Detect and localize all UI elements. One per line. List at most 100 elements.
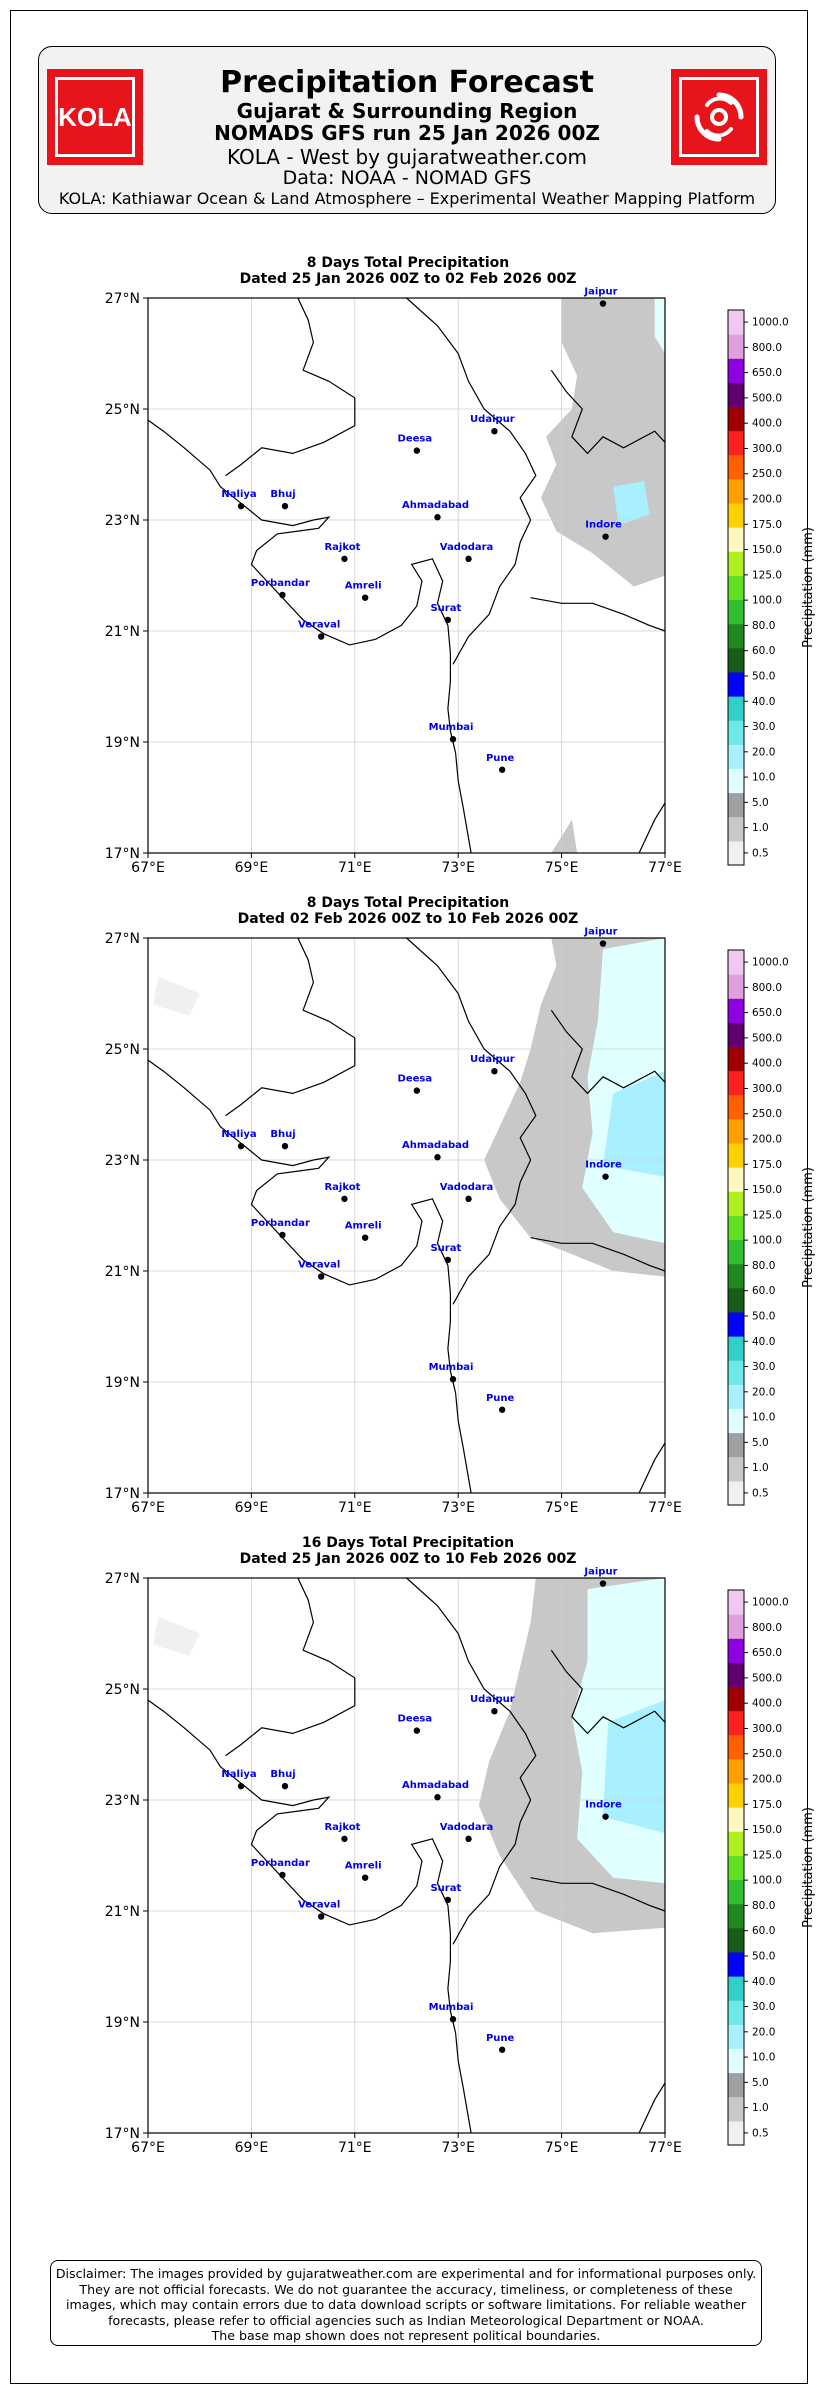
boundary-line xyxy=(550,1649,666,1735)
city-label: Amreli xyxy=(345,1221,382,1232)
colorbar-tick-label: 150.0 xyxy=(752,544,782,556)
precip-area xyxy=(551,819,578,853)
colorbar-tick-label: 100.0 xyxy=(752,1875,782,1887)
colorbar-tick-label: 100.0 xyxy=(752,595,782,607)
colorbar-segment xyxy=(728,1662,744,1688)
city-marker xyxy=(237,1142,245,1150)
kola-logo-text: KOLA xyxy=(58,101,132,132)
colorbar-tick-label: 0.5 xyxy=(752,2127,769,2139)
panel-title-line1: 8 Days Total Precipitation xyxy=(306,255,510,271)
city-label: Rajkot xyxy=(324,1182,360,1193)
colorbar-tick-label: 175.0 xyxy=(752,1159,782,1171)
colorbar-segment xyxy=(728,2048,744,2074)
city-label: Rajkot xyxy=(324,542,360,553)
city-marker xyxy=(317,1913,325,1920)
colorbar-segment xyxy=(728,1022,744,1048)
colorbar-segment xyxy=(728,768,744,794)
colorbar-tick-label: 50.0 xyxy=(752,1950,775,1962)
colorbar-tick-label: 200.0 xyxy=(752,494,782,506)
colorbar-segment xyxy=(728,1263,744,1289)
colorbar-tick-label: 800.0 xyxy=(752,1622,782,1634)
city-marker xyxy=(413,447,421,454)
colorbar-tick-label: 650.0 xyxy=(752,1007,782,1019)
city-label: Bhuj xyxy=(270,1769,295,1780)
city-marker xyxy=(599,300,607,307)
city-label: Jaipur xyxy=(583,927,617,938)
colorbar-tick-label: 125.0 xyxy=(752,1849,782,1861)
colorbar-tick-label: 80.0 xyxy=(752,620,775,632)
map-panel-1: 8 Days Total Precipitation Dated 25 Jan … xyxy=(0,255,820,875)
city-label: Bhuj xyxy=(270,1129,295,1140)
colorbar-tick-label: 250.0 xyxy=(752,1108,782,1120)
colorbar-segment xyxy=(728,840,744,866)
boundary-line xyxy=(147,1059,472,1494)
lon-tick-label: 73°E xyxy=(441,2140,475,2155)
colorbar-segment xyxy=(728,1143,744,1168)
map-frame xyxy=(147,1577,666,2134)
city-label: Mumbai xyxy=(429,722,474,733)
city-marker xyxy=(599,940,607,947)
city-marker xyxy=(491,1068,498,1075)
colorbar-tick-label: 200.0 xyxy=(752,1134,782,1146)
boundary-line xyxy=(550,369,666,455)
city-label: Porbandar xyxy=(251,1858,310,1869)
colorbar-tick-label: 400.0 xyxy=(752,418,782,430)
colorbar-tick-label: 300.0 xyxy=(752,1083,782,1095)
colorbar-segment xyxy=(728,1831,744,1856)
colorbar-segment xyxy=(728,406,744,432)
colorbar-tick-label: 40.0 xyxy=(752,1976,775,1988)
city-label: Surat xyxy=(430,1243,461,1254)
city-marker xyxy=(317,633,325,640)
precip-area xyxy=(153,1616,200,1656)
city-label: Mumbai xyxy=(429,2002,474,2013)
colorbar-tick-label: 650.0 xyxy=(752,1647,782,1659)
colorbar-tick-label: 800.0 xyxy=(752,982,782,994)
city-label: Surat xyxy=(430,1883,461,1894)
colorbar-tick-label: 500.0 xyxy=(752,1032,782,1044)
disclaimer-box: Disclaimer: The images provided by gujar… xyxy=(50,2260,762,2346)
boundary-line xyxy=(406,937,537,1305)
lat-tick-label: 23°N xyxy=(105,1793,140,1809)
city-marker xyxy=(498,766,506,773)
colorbar-tick-label: 10.0 xyxy=(752,772,775,784)
precip-area xyxy=(540,298,665,587)
city-marker xyxy=(465,1835,472,1843)
lon-tick-label: 67°E xyxy=(131,860,165,875)
colorbar-tick-label: 125.0 xyxy=(752,569,782,581)
colorbar-segment xyxy=(728,1094,744,1120)
colorbar-segment xyxy=(728,1456,744,1482)
disclaimer-line: forecasts, please refer to official agen… xyxy=(108,2312,704,2328)
colorbar-segment xyxy=(728,2072,744,2098)
colorbar-tick-label: 150.0 xyxy=(752,1824,782,1836)
platform-line: KOLA: Kathiawar Ocean & Land Atmosphere … xyxy=(58,189,756,208)
colorbar-segment xyxy=(728,527,744,552)
city-marker xyxy=(361,1874,369,1881)
lat-tick-label: 21°N xyxy=(105,1904,140,1920)
colorbar-segment xyxy=(728,430,744,456)
boundary-line xyxy=(147,1699,472,2134)
colorbar-segment xyxy=(728,1215,744,1241)
city-label: Udaipur xyxy=(470,1694,515,1705)
city-marker xyxy=(491,1708,498,1715)
colorbar-tick-label: 60.0 xyxy=(752,645,775,657)
lat-tick-label: 27°N xyxy=(105,1571,140,1587)
cyclone-icon xyxy=(694,92,744,142)
colorbar-segment xyxy=(728,1614,744,1639)
precip-area xyxy=(603,1071,665,1177)
colorbar-segment xyxy=(728,720,744,745)
colorbar-segment xyxy=(728,671,744,697)
colorbar-segment xyxy=(728,2000,744,2025)
lon-tick-label: 77°E xyxy=(648,860,682,875)
colorbar-segment xyxy=(728,1686,744,1712)
colorbar-segment xyxy=(728,1118,744,1144)
colorbar-segment xyxy=(728,358,744,383)
city-marker xyxy=(341,1195,348,1203)
colorbar-tick-label: 5.0 xyxy=(752,2077,769,2089)
colorbar-segment xyxy=(728,1287,744,1313)
colorbar-segment xyxy=(728,1432,744,1458)
colorbar-segment xyxy=(728,2096,744,2122)
lat-tick-label: 19°N xyxy=(105,2015,140,2031)
city-marker xyxy=(317,1273,325,1280)
lon-tick-label: 71°E xyxy=(338,860,372,875)
colorbar-segment xyxy=(728,1758,744,1784)
